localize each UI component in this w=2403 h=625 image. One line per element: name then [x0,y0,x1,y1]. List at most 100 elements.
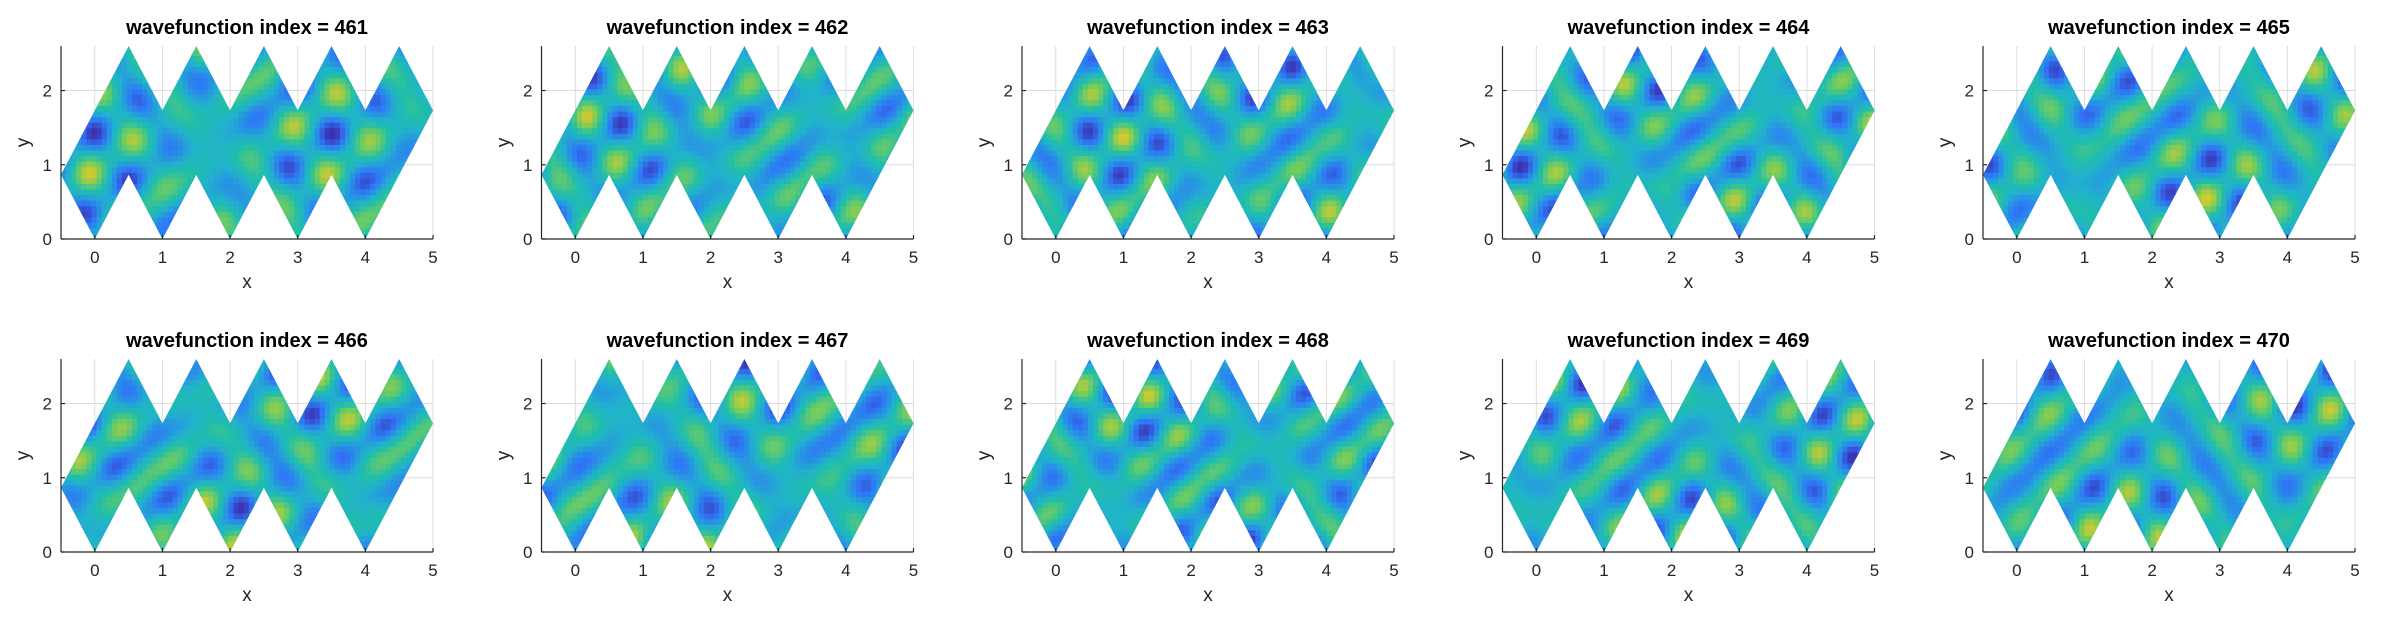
heatmap-cell [845,110,852,118]
heatmap-cell [759,99,766,106]
heatmap-cell [253,222,260,229]
heatmap-cell [764,49,771,56]
heatmap-cell [688,110,695,118]
heatmap-cell [840,144,847,151]
heatmap-cell [784,194,791,201]
heatmap-cell [607,94,614,101]
heatmap-cell [375,83,382,90]
heatmap-cell [769,83,776,90]
heatmap-cell [132,83,138,90]
heatmap-cell [703,116,710,123]
heatmap-cell [703,138,710,145]
heatmap-cell [101,99,108,106]
heatmap-cell [132,138,138,145]
heatmap-cell [784,122,791,129]
heatmap-cell [744,205,751,212]
heatmap-cell [248,144,255,151]
heatmap-cell [759,83,766,90]
heatmap-cell [355,60,361,68]
heatmap-cell [405,88,412,95]
heatmap-cell [319,216,326,223]
heatmap-cell [182,194,189,201]
heatmap-cell [861,144,867,151]
heatmap-cell [637,127,644,134]
heatmap-cell [754,88,761,95]
heatmap-cell [612,122,619,129]
heatmap-cell [274,71,280,79]
heatmap-cell [790,194,796,201]
heatmap-cell [779,227,786,235]
heatmap-cell [324,88,331,95]
heatmap-cell [329,188,336,196]
heatmap-cell [86,49,93,56]
heatmap-cell [329,155,336,162]
heatmap-cell [380,133,387,140]
heatmap-cell [663,166,669,173]
heatmap-cell [274,211,280,218]
x-tick-label: 0 [90,248,99,267]
heatmap-cell [426,216,432,223]
heatmap-cell [405,133,412,140]
heatmap-cell [653,188,659,196]
y-tick-label: 1 [43,156,52,175]
heatmap-cell [233,49,240,56]
heatmap-cell [556,188,563,196]
heatmap-cell [61,88,67,95]
heatmap-cell [334,71,341,79]
heatmap-cell [365,110,372,118]
heatmap-cell [76,149,82,157]
heatmap-cell [421,188,427,196]
heatmap-cell [279,116,285,123]
heatmap-cell [622,110,629,118]
heatmap-cell [213,161,219,168]
heatmap-cell [71,166,77,173]
heatmap-cell [268,194,275,201]
heatmap-cell [597,144,603,151]
heatmap-cell [556,122,563,129]
heatmap-cell [850,144,857,151]
heatmap-cell [147,133,153,140]
heatmap-cell [116,60,123,68]
heatmap-cell [642,227,649,235]
heatmap-cell [749,133,756,140]
heatmap-cell [582,200,588,207]
heatmap-cell [167,200,174,207]
heatmap-cell [162,116,169,123]
heatmap-cell [825,127,832,134]
heatmap-cell [724,205,730,212]
heatmap-cell [395,200,402,207]
heatmap-cell [561,222,568,229]
heatmap-cell [248,161,255,168]
heatmap-cell [182,177,189,184]
heatmap-cell [612,227,619,235]
heatmap-cell [314,155,321,162]
heatmap-cell [431,194,433,201]
heatmap-cell [400,99,407,106]
heatmap-cell [835,77,842,84]
heatmap-cell [253,149,260,157]
heatmap-cell [385,222,392,229]
heatmap-cell [268,155,275,162]
heatmap-cell [642,200,649,207]
heatmap-cell [228,188,235,196]
heatmap-cell [253,194,260,201]
heatmap-cell [324,46,331,51]
heatmap-cell [815,94,822,101]
heatmap-cell [395,71,402,79]
heatmap-cell [845,200,852,207]
heatmap-cell [845,149,852,157]
heatmap-cell [648,110,654,118]
heatmap-cell [172,166,179,173]
heatmap-cell [561,200,568,207]
heatmap-cell [137,133,143,140]
heatmap-cell [411,99,417,106]
heatmap-cell [426,200,432,207]
heatmap-cell [845,77,852,84]
heatmap-cell [106,49,113,56]
heatmap-cell [340,122,346,129]
heatmap-cell [856,149,862,157]
heatmap-cell [76,46,82,51]
heatmap-cell [724,172,730,179]
heatmap-cell [121,116,128,123]
heatmap-cell [390,200,397,207]
